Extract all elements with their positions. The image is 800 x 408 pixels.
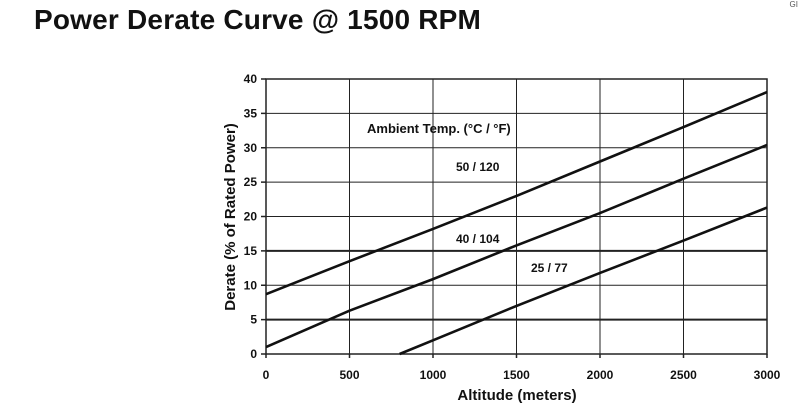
series-line-40-104 <box>265 143 768 349</box>
y-tick-label-20: 20 <box>244 210 258 224</box>
series-label-25-77: 25 / 77 <box>531 261 568 275</box>
y-tick-label-5: 5 <box>250 313 257 327</box>
x-tick-label-3000: 3000 <box>754 368 781 382</box>
y-tick-label-40: 40 <box>244 72 258 86</box>
label-layer: Altitude (meters) Derate (% of Rated Pow… <box>222 121 577 404</box>
x-tick-label-0: 0 <box>263 368 270 382</box>
y-tick-label-25: 25 <box>244 175 258 189</box>
series-line-50-120 <box>265 90 768 296</box>
y-axis-title: Derate (% of Rated Power) <box>222 123 239 311</box>
page-title: Power Derate Curve @ 1500 RPM <box>34 4 482 35</box>
series-label-40-104: 40 / 104 <box>456 232 500 246</box>
series-line-25-77 <box>399 206 768 356</box>
corner-mark: GI <box>789 0 798 9</box>
x-tick-label-500: 500 <box>339 368 359 382</box>
y-tick-label-30: 30 <box>244 141 258 155</box>
series-label-50-120: 50 / 120 <box>456 160 500 174</box>
x-axis-title: Altitude (meters) <box>457 387 576 404</box>
y-tick-label-35: 35 <box>244 106 258 120</box>
y-tick-label-10: 10 <box>244 278 258 292</box>
series-layer <box>265 90 768 356</box>
legend-title: Ambient Temp. (°C / °F) <box>367 121 511 136</box>
axis-layer: 0 5 10 15 20 25 30 35 40 0 500 1000 1500 2000 2500 3000 <box>244 72 781 382</box>
y-tick-label-0: 0 <box>250 347 257 361</box>
x-tick-label-2500: 2500 <box>670 368 697 382</box>
x-tick-label-1500: 1500 <box>503 368 530 382</box>
grid-layer <box>265 78 768 355</box>
x-tick-label-1000: 1000 <box>420 368 447 382</box>
x-tick-label-2000: 2000 <box>587 368 614 382</box>
y-tick-label-15: 15 <box>244 244 258 258</box>
